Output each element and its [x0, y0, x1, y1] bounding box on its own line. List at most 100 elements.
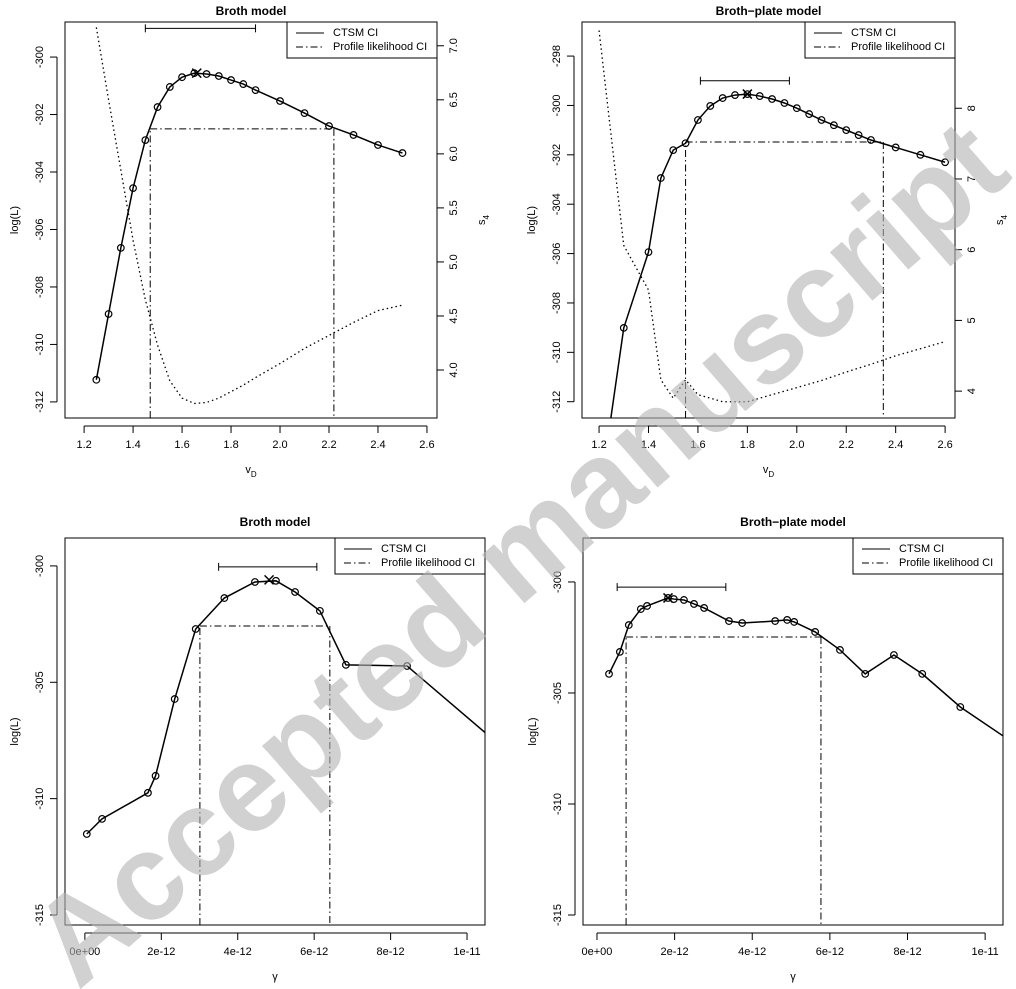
chart-title: Broth model: [240, 515, 311, 529]
point: [251, 578, 259, 586]
point: [743, 90, 752, 98]
point: [214, 72, 223, 80]
y-tick-label: -300: [552, 571, 564, 593]
y2-axis-label: s4: [994, 214, 1009, 225]
point: [605, 669, 613, 678]
point: [92, 375, 101, 384]
likelihood-line: [95, 72, 403, 380]
point: [669, 146, 678, 155]
y2-axis-label: s4: [476, 214, 491, 225]
point: [700, 604, 709, 612]
y-tick-label: -300: [34, 555, 46, 577]
point: [636, 605, 645, 613]
x-axis-label-main: γ: [790, 971, 796, 983]
point: [644, 248, 653, 256]
chart-title: Broth−plate model: [740, 515, 846, 529]
point: [619, 323, 628, 332]
x-tick-label: 4e-12: [738, 946, 766, 958]
y2-axis-label-sub: 4: [1000, 214, 1009, 219]
y2-tick-label: 6.0: [448, 146, 460, 161]
y2-tick-label: 8: [966, 105, 978, 111]
point: [891, 143, 900, 152]
point: [325, 122, 333, 130]
point: [403, 662, 411, 670]
point: [771, 617, 780, 625]
panel: Broth model 1.2 1.4 1.6 1.8 2.0 2.2 2.4 2.6 vD -31…: [9, 4, 491, 478]
point: [300, 109, 309, 117]
x-axis-label: γ: [272, 971, 278, 983]
point: [316, 606, 324, 615]
x-tick-label: 1e-11: [971, 946, 998, 958]
point: [861, 669, 870, 678]
likelihood-line: [610, 93, 946, 418]
legend: CTSM CI Profile likelihood CI: [852, 537, 1004, 575]
x-tick-label: 6e-12: [300, 946, 328, 958]
x-tick-label: 1.4: [125, 439, 140, 451]
legend-label: Profile likelihood CI: [851, 41, 945, 53]
x-tick-label: 2e-12: [147, 946, 175, 958]
point: [706, 102, 715, 110]
point: [718, 94, 727, 102]
legend-label: CTSM CI: [333, 27, 378, 39]
point: [790, 618, 799, 626]
point: [191, 625, 200, 633]
point: [398, 149, 407, 157]
y-tick-label: -308: [34, 276, 46, 298]
x-tick-label: 0e+00: [582, 946, 613, 958]
y2-tick-label: 4.5: [448, 308, 460, 323]
point: [272, 576, 280, 585]
point: [681, 139, 690, 148]
legend-box: [334, 537, 486, 575]
x-tick-label: 0e+00: [69, 946, 100, 958]
point: [725, 617, 733, 625]
panel: Broth model 0e+00 2e-12 4e-12 6e-12 8e-12 1e-1…: [9, 515, 486, 983]
x-tick-label: 2.0: [272, 439, 287, 451]
y-tick-label: -310: [551, 341, 563, 363]
x-tick-label: 1e-11: [453, 946, 480, 958]
y2-tick-label: 5.5: [448, 200, 460, 215]
point: [690, 600, 698, 608]
x-tick-label: 2.6: [419, 439, 434, 451]
point: [829, 121, 838, 130]
point: [202, 70, 211, 78]
x-tick-label: 1.6: [690, 439, 705, 451]
x-tick-label: 8e-12: [893, 946, 921, 958]
plot-frame: [582, 537, 1004, 926]
point: [170, 695, 179, 703]
legend-box: [804, 21, 956, 59]
x-tick-label: 2.0: [789, 439, 804, 451]
x-tick-label: 2.6: [937, 439, 952, 451]
plot-area: [82, 562, 485, 925]
point: [842, 126, 851, 135]
point: [792, 104, 801, 113]
point: [755, 92, 764, 100]
x-axis-label: vD: [245, 464, 257, 479]
y-tick-label: -305: [34, 671, 46, 693]
x-axis-label-main: v: [763, 464, 769, 476]
point: [251, 86, 260, 95]
y2-tick-label: 5.0: [448, 254, 460, 269]
point: [768, 95, 776, 103]
x-tick-label: 8e-12: [377, 946, 405, 958]
point: [694, 116, 702, 124]
y-tick-label: -302: [551, 144, 563, 166]
x-tick-label: 1.6: [174, 439, 189, 451]
y-tick-label: -315: [34, 904, 46, 926]
point: [836, 646, 844, 654]
point: [731, 91, 739, 99]
point: [129, 184, 137, 193]
y-tick-label: -305: [552, 682, 564, 704]
point: [918, 669, 927, 678]
x-tick-label: 2e-12: [661, 946, 689, 958]
likelihood-line: [608, 597, 1003, 737]
y-tick-label: -298: [551, 45, 563, 67]
y-tick-label: -315: [552, 904, 564, 926]
y-tick-label: -310: [34, 333, 46, 355]
legend-label: CTSM CI: [899, 543, 944, 555]
point: [82, 830, 91, 838]
y-tick-label: -310: [552, 793, 564, 815]
max-point: [742, 89, 753, 100]
point: [738, 619, 747, 627]
y-axis-label: log(L): [9, 206, 21, 234]
